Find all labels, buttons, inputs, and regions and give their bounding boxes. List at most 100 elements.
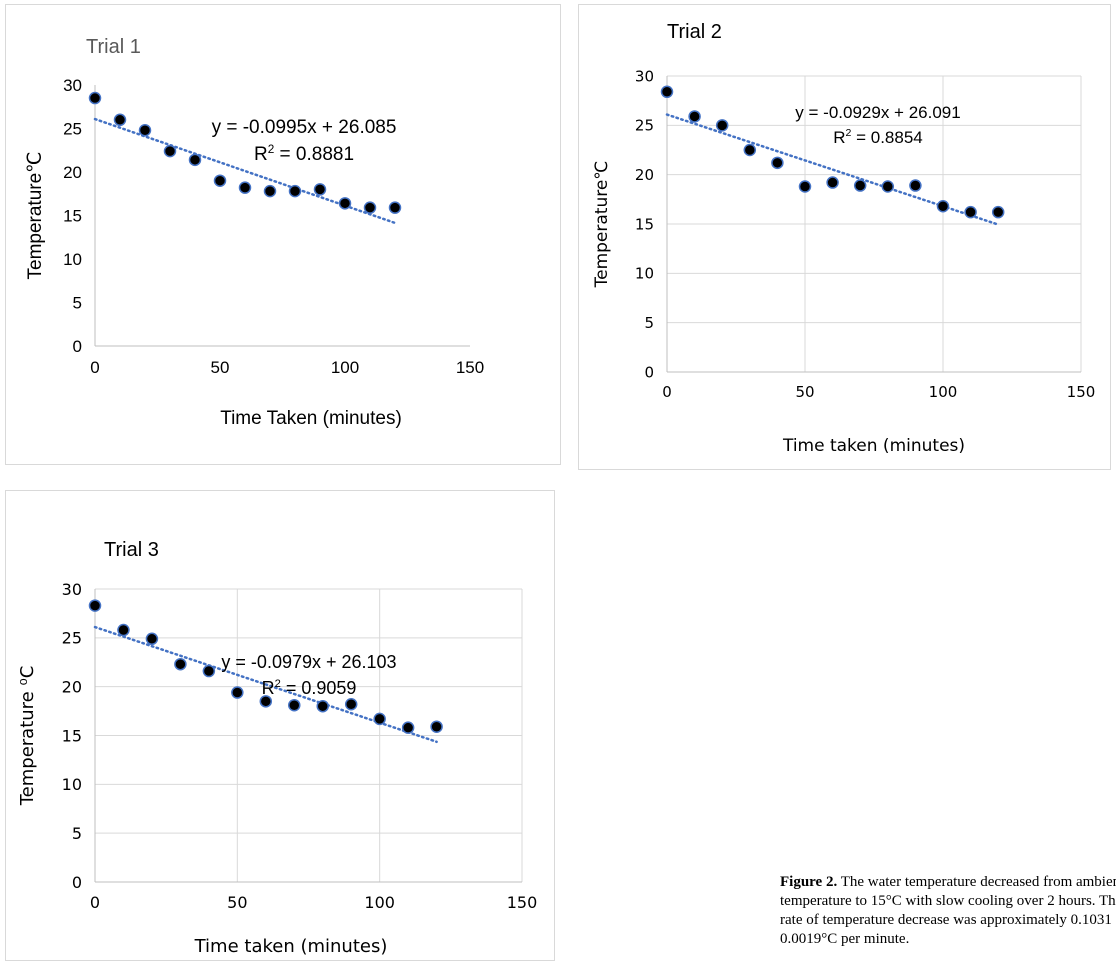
- figure-caption: Figure 2. The water temperature decrease…: [780, 873, 1116, 949]
- data-point-2: [138, 123, 152, 137]
- x-tick-label-2: 100: [364, 893, 395, 912]
- data-point-3: [163, 144, 177, 158]
- data-point-9: [313, 183, 327, 196]
- data-point-9: [909, 179, 922, 192]
- y-tick-label-4: 20: [62, 677, 82, 696]
- data-point-0: [88, 91, 102, 105]
- y-tick-label-5: 25: [635, 117, 654, 135]
- caption-text-1: The water temperature decreased from amb…: [837, 874, 1116, 890]
- data-point-1: [688, 110, 701, 123]
- r2-letter: R: [833, 128, 845, 147]
- data-point-5: [798, 180, 812, 193]
- data-point-0: [660, 85, 674, 99]
- data-point-6: [238, 181, 252, 194]
- y-tick-label-4: 20: [635, 166, 654, 184]
- y-tick-label-2: 10: [635, 265, 654, 283]
- x-tick-label-0: 0: [90, 358, 99, 377]
- y-axis-label: Temperature℃: [25, 152, 46, 280]
- chart-title: Trial 2: [667, 21, 722, 43]
- y-tick-label-5: 25: [62, 629, 82, 648]
- chart-title: Trial 1: [86, 36, 141, 58]
- chart-trial-2-svg: 0 5 10 15 20 25 30 0 50 100 150 Time taken (minutes…: [592, 21, 1096, 456]
- data-point-4: [188, 153, 202, 167]
- trendline-r2: R2 = 0.8881: [254, 143, 354, 165]
- chart-trial-3: 0 5 10 15 20 25 30 0 50 100 150 Time taken (minutes…: [5, 490, 555, 961]
- data-point-5: [213, 174, 227, 187]
- y-tick-label-3: 15: [635, 215, 654, 233]
- caption-line-2: temperature to 15°C with slow cooling ov…: [780, 893, 1116, 909]
- data-point-6: [826, 176, 839, 189]
- data-point-5: [231, 686, 244, 699]
- y-tick-label-4: 20: [63, 163, 82, 182]
- data-point-11: [401, 721, 415, 734]
- data-point-11: [964, 205, 977, 219]
- y-tick-label-0: 0: [644, 363, 654, 381]
- chart-trial-1-svg: 0 5 10 15 20 25 30 0 50 100 150 Time Taken (minutes…: [25, 36, 484, 429]
- trendline-equation: y = -0.0995x + 26.085: [212, 117, 397, 138]
- x-tick-label-1: 50: [227, 893, 247, 912]
- r2-superscript: 2: [846, 127, 852, 139]
- r2-superscript: 2: [268, 143, 275, 156]
- trendline-equation: y = -0.0979x + 26.103: [221, 652, 396, 672]
- y-tick-label-2: 10: [62, 775, 82, 794]
- data-point-11: [363, 201, 377, 214]
- caption-line-3: rate of temperature decrease was approxi…: [780, 912, 1116, 928]
- y-axis-label: Temperature ⁰C: [17, 666, 38, 807]
- r2-letter: R: [254, 144, 268, 165]
- data-point-9: [344, 697, 358, 711]
- y-tick-label-1: 5: [73, 294, 82, 313]
- trendline-equation: y = -0.0929x + 26.091: [795, 103, 960, 122]
- y-tick-label-6: 30: [62, 580, 82, 599]
- data-point-12: [388, 201, 402, 214]
- x-tick-label-3: 150: [1067, 383, 1096, 401]
- caption-label: Figure 2.: [780, 874, 838, 890]
- x-tick-label-0: 0: [90, 893, 100, 912]
- x-axis-label: Time Taken (minutes): [220, 408, 402, 429]
- y-tick-label-6: 30: [63, 76, 82, 95]
- r2-value: = 0.8881: [274, 144, 354, 165]
- data-point-2: [715, 119, 729, 132]
- data-point-1: [117, 623, 130, 637]
- y-tick-label-6: 30: [635, 67, 654, 85]
- y-tick-label-3: 15: [63, 207, 82, 226]
- y-tick-label-1: 5: [72, 824, 82, 843]
- data-point-7: [288, 698, 301, 712]
- x-tick-label-0: 0: [662, 383, 672, 401]
- data-point-7: [263, 184, 277, 198]
- x-tick-label-1: 50: [211, 358, 230, 377]
- x-tick-label-2: 100: [331, 358, 359, 377]
- data-point-0: [88, 599, 102, 612]
- x-tick-label-3: 150: [456, 358, 484, 377]
- caption-line-1: Figure 2. The water temperature decrease…: [780, 873, 1116, 892]
- r2-superscript: 2: [275, 678, 281, 690]
- r2-value: = 0.8854: [851, 128, 922, 147]
- caption-line-4: 0.0019°C per minute.: [780, 931, 910, 947]
- y-tick-label-0: 0: [73, 337, 82, 356]
- data-point-12: [991, 205, 1005, 219]
- data-point-3: [174, 657, 187, 671]
- chart-trial-1: 0 5 10 15 20 25 30 0 50 100 150 Time Taken (minutes…: [5, 4, 561, 465]
- data-point-1: [113, 113, 127, 127]
- r2-value: = 0.9059: [281, 678, 357, 698]
- data-point-10: [373, 712, 386, 726]
- chart-trial-2: 0 5 10 15 20 25 30 0 50 100 150 Time taken (minutes…: [578, 4, 1111, 470]
- y-axis-label: Temperature℃: [592, 161, 612, 289]
- data-point-8: [316, 699, 329, 713]
- data-point-4: [202, 664, 216, 678]
- data-point-10: [936, 199, 950, 213]
- y-tick-label-1: 5: [644, 314, 654, 332]
- x-tick-label-2: 100: [929, 383, 958, 401]
- data-point-10: [338, 197, 352, 210]
- trendline-r2: R2 = 0.9059: [262, 678, 357, 698]
- y-tick-label-3: 15: [62, 726, 82, 745]
- data-point-12: [430, 720, 443, 733]
- y-tick-label-2: 10: [63, 250, 82, 269]
- trendline-r2: R2 = 0.8854: [833, 127, 923, 147]
- data-point-7: [853, 179, 867, 192]
- data-point-8: [288, 184, 302, 198]
- data-point-3: [743, 143, 757, 157]
- data-point-4: [771, 156, 784, 170]
- y-tick-label-5: 25: [63, 120, 82, 139]
- x-axis-label: Time taken (minutes): [782, 436, 965, 456]
- chart-trial-3-svg: 0 5 10 15 20 25 30 0 50 100 150 Time taken (minutes…: [17, 539, 537, 957]
